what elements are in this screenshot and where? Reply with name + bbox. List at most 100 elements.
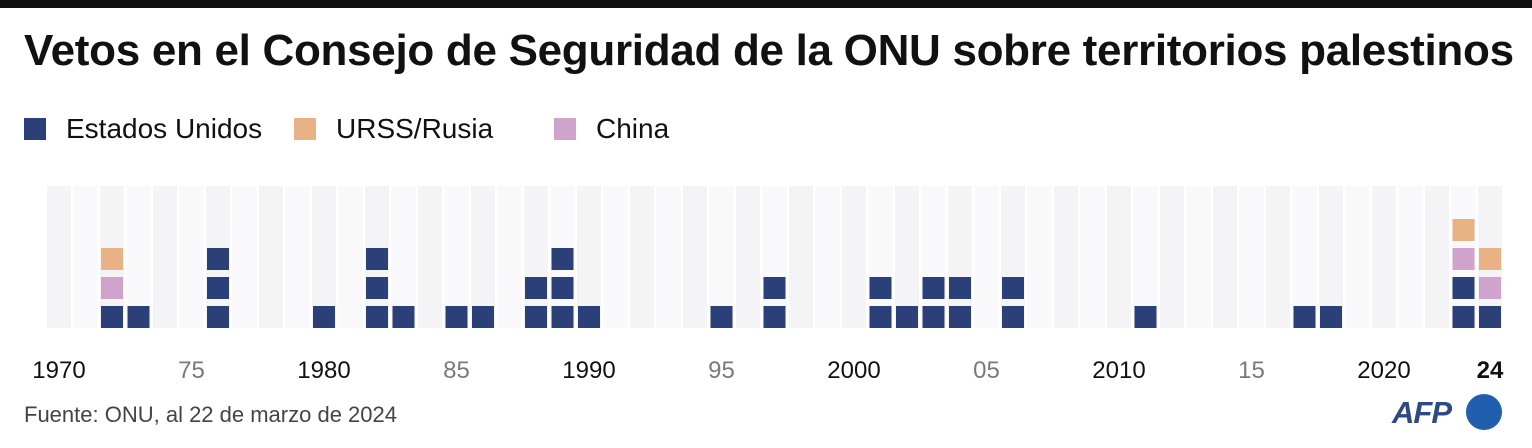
- veto-square-estados-unidos-2024-1: [1479, 306, 1501, 328]
- year-column-2012: [1160, 186, 1184, 328]
- year-column-1983: [391, 186, 416, 328]
- veto-square-estados-unidos-2023-1: [1452, 306, 1475, 328]
- veto-square-estados-unidos-2001-1: [869, 306, 892, 328]
- veto-square-estados-unidos-1997-2: [763, 277, 786, 299]
- x-tick-label-2000: 2000: [827, 357, 880, 384]
- year-column-2010: [1107, 186, 1131, 328]
- year-column-1991: [603, 186, 628, 328]
- veto-square-estados-unidos-1982-1: [366, 306, 388, 328]
- year-column-1996: [736, 186, 760, 328]
- legend-label-china: China: [596, 113, 670, 144]
- veto-square-estados-unidos-1988-2: [525, 277, 547, 299]
- veto-square-estados-unidos-1989-2: [551, 277, 574, 299]
- year-column-2006: [1001, 186, 1025, 328]
- year-column-2019: [1345, 186, 1370, 328]
- year-column-2022: [1425, 186, 1449, 328]
- veto-square-estados-unidos-2006-1: [1002, 306, 1024, 328]
- source-note: Fuente: ONU, al 22 de marzo de 2024: [24, 402, 397, 427]
- afp-logo: AFP: [1392, 393, 1510, 433]
- veto-square-estados-unidos-2002-1: [896, 306, 918, 328]
- year-column-1974: [153, 186, 177, 328]
- veto-square-estados-unidos-1973-1: [127, 306, 150, 328]
- veto-square-estados-unidos-1990-1: [578, 306, 600, 328]
- year-column-1971: [73, 186, 98, 328]
- veto-square-estados-unidos-1985-1: [445, 306, 468, 328]
- veto-square-china-1972-1: [101, 277, 123, 299]
- legend-item-china: China: [554, 112, 669, 146]
- chart-title: Vetos en el Consejo de Seguridad de la O…: [24, 26, 1514, 75]
- year-column-1994: [683, 186, 707, 328]
- legend-item-estados-unidos: Estados Unidos: [24, 112, 262, 146]
- x-tick-label-2010: 2010: [1092, 357, 1145, 384]
- veto-square-estados-unidos-1976-3: [207, 248, 229, 270]
- veto-square-estados-unidos-1989-1: [551, 306, 574, 328]
- veto-square-estados-unidos-1976-2: [207, 277, 229, 299]
- year-column-1975: [179, 186, 204, 328]
- year-column-2008: [1054, 186, 1078, 328]
- veto-square-estados-unidos-1986-1: [472, 306, 494, 328]
- veto-square-estados-unidos-2018-1: [1320, 306, 1342, 328]
- veto-square-estados-unidos-2004-1: [949, 306, 971, 328]
- afp-logo-circle-icon: [1466, 394, 1502, 430]
- veto-square-estados-unidos-2003-1: [922, 306, 945, 328]
- year-column-1981: [338, 186, 363, 328]
- x-tick-label-1980: 1980: [297, 357, 350, 384]
- year-column-1973: [126, 186, 151, 328]
- veto-square-estados-unidos-1995-1: [710, 306, 733, 328]
- veto-square-estados-unidos-1997-1: [763, 306, 786, 328]
- year-column-1979: [285, 186, 310, 328]
- year-column-2005: [974, 186, 999, 328]
- year-column-1999: [815, 186, 840, 328]
- year-column-1988: [524, 186, 548, 328]
- year-column-1977: [232, 186, 257, 328]
- veto-square-estados-unidos-1976-1: [207, 306, 229, 328]
- veto-squares: [101, 219, 1501, 328]
- veto-square-estados-unidos-1983-1: [392, 306, 415, 328]
- year-column-2014: [1213, 186, 1237, 328]
- veto-square-estados-unidos-1989-3: [551, 248, 574, 270]
- afp-logo-text: AFP: [1392, 395, 1452, 430]
- veto-square-estados-unidos-1988-1: [525, 306, 547, 328]
- legend-label-urss-rusia: URSS/Rusia: [336, 113, 494, 144]
- veto-square-estados-unidos-1982-3: [366, 248, 388, 270]
- x-tick-label-2020: 2020: [1357, 357, 1410, 384]
- year-column-1997: [762, 186, 787, 328]
- year-column-2021: [1398, 186, 1423, 328]
- year-column-1980: [312, 186, 336, 328]
- legend-item-urss-rusia: URSS/Rusia: [294, 112, 493, 146]
- veto-square-estados-unidos-2017-1: [1293, 306, 1316, 328]
- veto-chart: 1970 75 1980 85 1990 95 2000 05 2010 15 2020 24: [32, 186, 1504, 384]
- veto-square-estados-unidos-1982-2: [366, 277, 388, 299]
- year-column-1993: [656, 186, 681, 328]
- year-column-2003: [921, 186, 946, 328]
- veto-square-urss-rusia-2023-1: [1452, 219, 1475, 241]
- x-tick-label-1990: 1990: [562, 357, 615, 384]
- legend-label-estados-unidos: Estados Unidos: [66, 113, 263, 144]
- year-column-2002: [895, 186, 919, 328]
- year-column-2011: [1133, 186, 1158, 328]
- year-column-2016: [1266, 186, 1290, 328]
- year-column-1990: [577, 186, 601, 328]
- x-tick-label-1995: 95: [708, 357, 735, 384]
- year-column-2015: [1239, 186, 1264, 328]
- x-tick-label-2024: 24: [1477, 357, 1504, 384]
- veto-square-urss-rusia-2024-1: [1479, 248, 1501, 270]
- year-column-2017: [1292, 186, 1317, 328]
- year-column-2020: [1372, 186, 1396, 328]
- veto-square-estados-unidos-2011-1: [1134, 306, 1157, 328]
- legend-swatch-urss-rusia: [294, 118, 316, 140]
- year-column-1998: [789, 186, 813, 328]
- x-axis: 1970 75 1980 85 1990 95 2000 05 2010 15 2020 24: [32, 357, 1504, 384]
- year-column-2000: [842, 186, 866, 328]
- x-tick-label-1970: 1970: [32, 357, 85, 384]
- veto-square-estados-unidos-2003-2: [922, 277, 945, 299]
- veto-square-estados-unidos-2006-2: [1002, 277, 1024, 299]
- year-column-1987: [497, 186, 522, 328]
- veto-square-estados-unidos-2023-2: [1452, 277, 1475, 299]
- year-column-1970: [47, 186, 71, 328]
- year-column-1985: [444, 186, 469, 328]
- year-column-1992: [630, 186, 654, 328]
- legend-swatch-estados-unidos: [24, 118, 46, 140]
- year-column-1995: [709, 186, 734, 328]
- x-tick-label-1975: 75: [178, 357, 205, 384]
